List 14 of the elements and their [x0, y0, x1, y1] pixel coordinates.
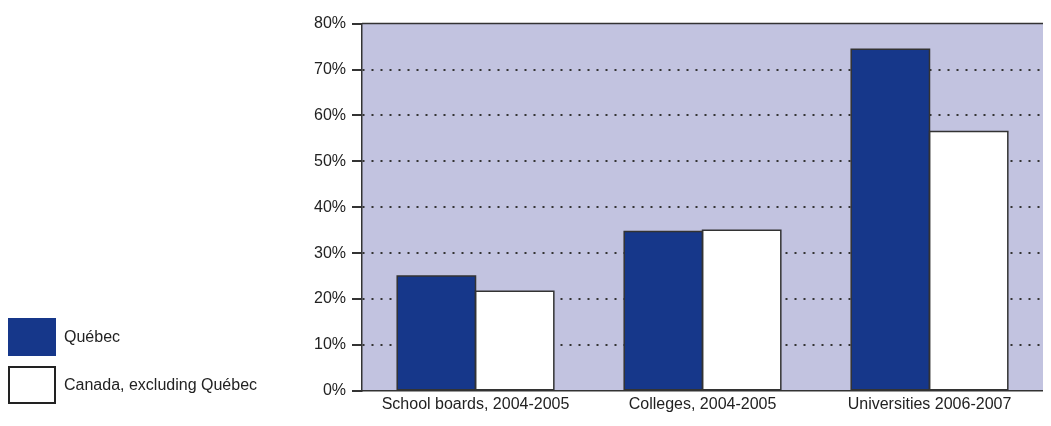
y-tick-label: 20%	[313, 289, 347, 307]
y-tick-label: 60%	[313, 105, 347, 123]
x-tick-label: Colleges, 2004-2005	[628, 394, 777, 412]
y-tick-label: 70%	[313, 59, 347, 77]
legend-label: Canada, excluding Québec	[64, 376, 258, 394]
y-tick-label: 50%	[313, 151, 347, 169]
y-tick-label: 40%	[313, 197, 347, 215]
y-tick-label: 10%	[313, 335, 347, 353]
x-tick-label: School boards, 2004-2005	[381, 394, 570, 412]
legend-label: Québec	[64, 328, 121, 346]
y-tick-label: 0%	[322, 381, 347, 399]
y-tick-label: 80%	[313, 14, 347, 32]
x-tick-label: Universities 2006-2007	[847, 394, 1012, 412]
y-tick-label: 30%	[313, 243, 347, 261]
